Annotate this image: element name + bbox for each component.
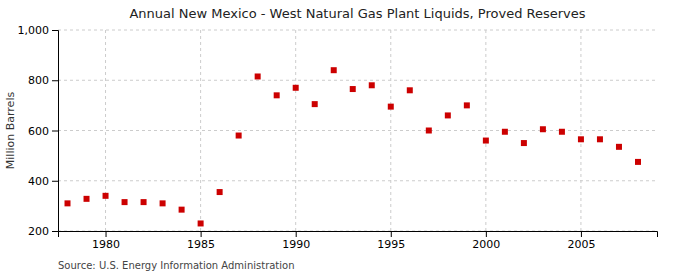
tick-label: 1980 <box>92 238 120 251</box>
tick-mark <box>52 231 58 232</box>
tick-mark <box>52 131 58 132</box>
tick: 1990 <box>282 231 310 251</box>
x-axis: 1980 1985 1990 1995 2000 2005 <box>59 231 658 251</box>
grid-line <box>58 180 657 181</box>
point <box>160 200 166 206</box>
tick: 800 <box>28 74 58 87</box>
point <box>635 159 641 165</box>
point <box>84 196 90 202</box>
point <box>293 85 299 91</box>
points <box>65 67 641 226</box>
point <box>521 140 527 146</box>
point <box>540 126 546 132</box>
grid <box>58 30 657 231</box>
point <box>236 133 242 139</box>
point <box>559 129 565 135</box>
grid-line <box>485 30 486 231</box>
point <box>141 199 147 205</box>
point <box>350 86 356 92</box>
grid-line <box>58 130 657 131</box>
tick-mark <box>581 231 582 237</box>
point <box>274 92 280 98</box>
tick-label: 1990 <box>282 238 310 251</box>
axis-line <box>59 232 658 238</box>
tick: 1995 <box>377 231 405 251</box>
axis-line <box>52 31 59 232</box>
tick-label: 2000 <box>472 238 500 251</box>
tick-mark <box>52 80 58 81</box>
point <box>464 102 470 108</box>
point <box>312 101 318 107</box>
title: Annual New Mexico - West Natural Gas Pla… <box>129 6 585 21</box>
tick-mark <box>201 231 202 237</box>
point <box>578 136 584 142</box>
tick-mark <box>486 231 487 237</box>
tick: 1980 <box>92 231 120 251</box>
tick-label: 200 <box>28 225 49 238</box>
plot-area: 1980 1985 1990 1995 2000 2005 200 400 600 800 1,00… <box>18 24 658 251</box>
point <box>616 144 622 150</box>
y-axis: 200 400 600 800 1,000 <box>18 24 59 238</box>
point <box>483 138 489 144</box>
point <box>407 87 413 93</box>
tick-label: 800 <box>28 74 49 87</box>
point <box>179 207 185 213</box>
tick: 600 <box>28 125 58 138</box>
point <box>445 112 451 118</box>
tick: 1985 <box>187 231 215 251</box>
grid-line <box>580 30 581 231</box>
tick: 200 <box>28 225 58 238</box>
point <box>122 199 128 205</box>
grid-line <box>200 30 201 231</box>
grid-line <box>58 80 657 81</box>
tick: 400 <box>28 175 58 188</box>
tick-label: 1,000 <box>18 24 50 37</box>
tick-label: 1985 <box>187 238 215 251</box>
y-axis-title: Million Barrels <box>4 92 17 170</box>
tick-mark <box>296 231 297 237</box>
grid-line <box>295 30 296 231</box>
grid-line <box>390 30 391 231</box>
tick: 1,000 <box>18 24 59 37</box>
tick-label: 400 <box>28 175 49 188</box>
point <box>255 73 261 79</box>
tick-mark <box>391 231 392 237</box>
point <box>597 136 603 142</box>
tick: 2005 <box>567 231 595 251</box>
tick: 2000 <box>472 231 500 251</box>
tick-label: 2005 <box>567 238 595 251</box>
point <box>217 189 223 195</box>
point <box>369 82 375 88</box>
tick-mark <box>52 30 58 31</box>
point <box>198 220 204 226</box>
chart: 1980 1985 1990 1995 2000 2005 200 400 600 800 1,00… <box>0 0 675 275</box>
point <box>502 129 508 135</box>
grid-line <box>105 30 106 231</box>
point <box>388 104 394 110</box>
tick-label: 600 <box>28 125 49 138</box>
point <box>65 200 71 206</box>
point <box>103 193 109 199</box>
tick-mark <box>106 231 107 237</box>
grid-line <box>58 30 657 31</box>
tick-label: 1995 <box>377 238 405 251</box>
point <box>426 128 432 134</box>
annotation: Source: U.S. Energy Information Administ… <box>58 260 295 271</box>
tick-mark <box>52 181 58 182</box>
point <box>331 67 337 73</box>
